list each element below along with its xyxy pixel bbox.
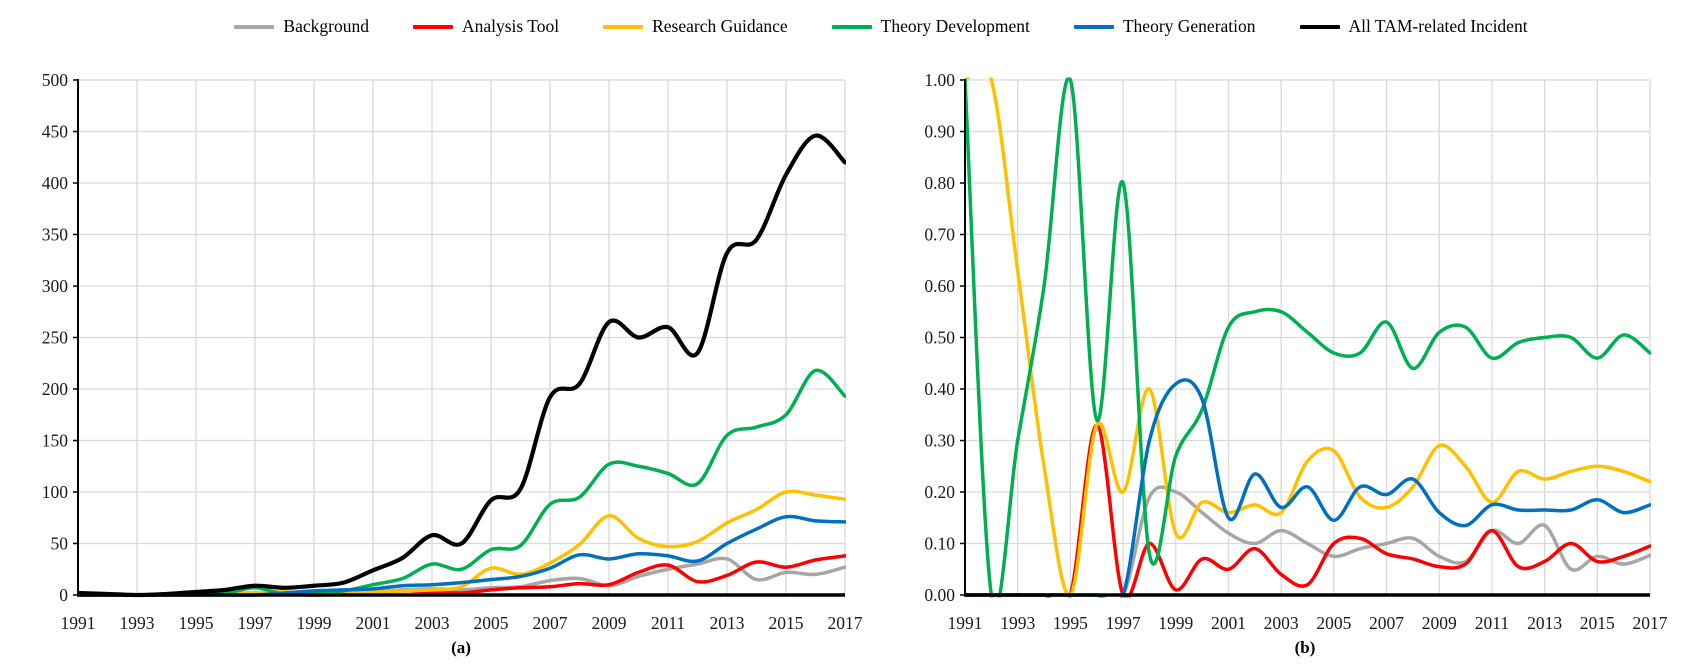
x-tick-label: 2009	[1422, 613, 1457, 633]
y-tick-label: 250	[42, 328, 69, 348]
background-line-swatch	[234, 24, 275, 29]
x-tick-label: 2005	[1316, 613, 1351, 633]
x-tick-label: 2001	[356, 613, 391, 633]
series-line-theory-generation-b	[965, 378, 1651, 598]
x-tick-label: 2011	[651, 613, 685, 633]
series-line-theory-development-b	[965, 77, 1651, 598]
all-tam-line-swatch	[1299, 24, 1340, 29]
series-line-analysis-tool-b	[965, 423, 1651, 598]
x-tick-label: 2003	[415, 613, 450, 633]
x-tick-labels-a: 1991 1993 1995 1997 1999 2001 2003 2005 2007 2009…	[61, 613, 863, 633]
x-tick-label: 2007	[1369, 613, 1404, 633]
y-tick-label: 0.90	[924, 122, 955, 142]
y-tick-labels-b: 0.00 0.10 0.20 0.30 0.40 0.50 0.60 0.70 0.80 0.90…	[924, 70, 965, 605]
legend-item-background: Background	[234, 16, 369, 37]
analysis-tool-line-swatch	[412, 24, 453, 29]
x-tick-label: 1997	[238, 613, 273, 633]
caption-chart-a: (a)	[451, 638, 471, 657]
legend-item-all-tam-related-incident: All TAM-related Incident	[1299, 16, 1528, 37]
legend: Background Analysis Tool Research Guidan…	[0, 16, 1696, 37]
x-tick-label: 2005	[474, 613, 509, 633]
y-tick-label: 0.70	[924, 225, 955, 245]
series-group-a	[78, 133, 846, 598]
y-tick-label: 1.00	[924, 70, 955, 90]
legend-item-analysis-tool: Analysis Tool	[412, 16, 560, 37]
series-line-all-tam-related-incident-a	[78, 133, 846, 598]
y-tick-labels-a: 0 50 100 150 200 250 300 350 400 450 500	[42, 70, 78, 605]
x-tick-label: 1995	[179, 613, 214, 633]
legend-label: Analysis Tool	[461, 16, 560, 36]
series-line-research-guidance-b	[965, 77, 1651, 597]
x-tick-label: 1999	[1158, 613, 1193, 633]
series-line-theory-generation-a	[78, 514, 846, 597]
x-tick-label: 2001	[1211, 613, 1246, 633]
x-tick-label: 2007	[533, 613, 568, 633]
y-tick-label: 0.80	[924, 173, 955, 193]
y-tick-label: 500	[42, 70, 69, 90]
series-line-background-a	[78, 556, 846, 597]
legend-label: Background	[283, 16, 369, 36]
y-tick-label: 150	[42, 431, 69, 451]
y-tick-label: 0.30	[924, 431, 955, 451]
y-tick-label: 0	[59, 585, 68, 605]
legend-label: Theory Development	[880, 16, 1030, 36]
x-tick-label: 2015	[769, 613, 804, 633]
chart-b: 0.00 0.10 0.20 0.30 0.40 0.50 0.60 0.70 0.80 0.90…	[924, 70, 1668, 633]
x-tick-label: 2015	[1580, 613, 1615, 633]
legend-item-theory-generation: Theory Generation	[1073, 16, 1256, 37]
y-tick-label: 0.50	[924, 328, 955, 348]
research-guidance-line-swatch	[603, 24, 644, 29]
x-tick-label: 2017	[828, 613, 863, 633]
legend-label: Research Guidance	[652, 16, 788, 36]
x-tick-label: 1999	[297, 613, 332, 633]
x-tick-label: 2009	[592, 613, 627, 633]
x-tick-label: 1991	[948, 613, 983, 633]
y-tick-label: 0.60	[924, 276, 955, 296]
x-tick-label: 2003	[1264, 613, 1299, 633]
legend-item-research-guidance: Research Guidance	[603, 16, 788, 37]
y-tick-label: 50	[51, 534, 69, 554]
theory-development-line-swatch	[831, 24, 872, 29]
legend-label: All TAM-related Incident	[1348, 16, 1528, 36]
caption-chart-b: (b)	[1294, 638, 1316, 657]
x-tick-label: 1993	[1000, 613, 1035, 633]
gridlines-a	[78, 79, 846, 595]
y-tick-label: 450	[42, 122, 69, 142]
x-tick-label: 1997	[1106, 613, 1141, 633]
theory-generation-line-swatch	[1073, 24, 1114, 29]
x-tick-label: 1995	[1053, 613, 1088, 633]
x-tick-label: 1991	[61, 613, 96, 633]
gridlines-b	[965, 79, 1651, 595]
y-tick-label: 400	[42, 173, 69, 193]
y-tick-label: 0.40	[924, 379, 955, 399]
y-tick-label: 0.10	[924, 534, 955, 554]
x-tick-label: 2011	[1475, 613, 1509, 633]
x-tick-label: 2013	[1527, 613, 1562, 633]
y-tick-label: 350	[42, 225, 69, 245]
y-tick-label: 0.20	[924, 482, 955, 502]
y-tick-label: 200	[42, 379, 69, 399]
y-tick-label: 300	[42, 276, 69, 296]
x-tick-label: 2017	[1633, 613, 1668, 633]
x-tick-labels-b: 1991 1993 1995 1997 1999 2001 2003 2005 2007 2009…	[948, 613, 1668, 633]
x-tick-label: 1993	[120, 613, 155, 633]
x-tick-label: 2013	[710, 613, 745, 633]
y-tick-label: 0.00	[924, 585, 955, 605]
legend-label: Theory Generation	[1122, 16, 1256, 36]
y-tick-label: 100	[42, 482, 69, 502]
legend-item-theory-development: Theory Development	[831, 16, 1030, 37]
